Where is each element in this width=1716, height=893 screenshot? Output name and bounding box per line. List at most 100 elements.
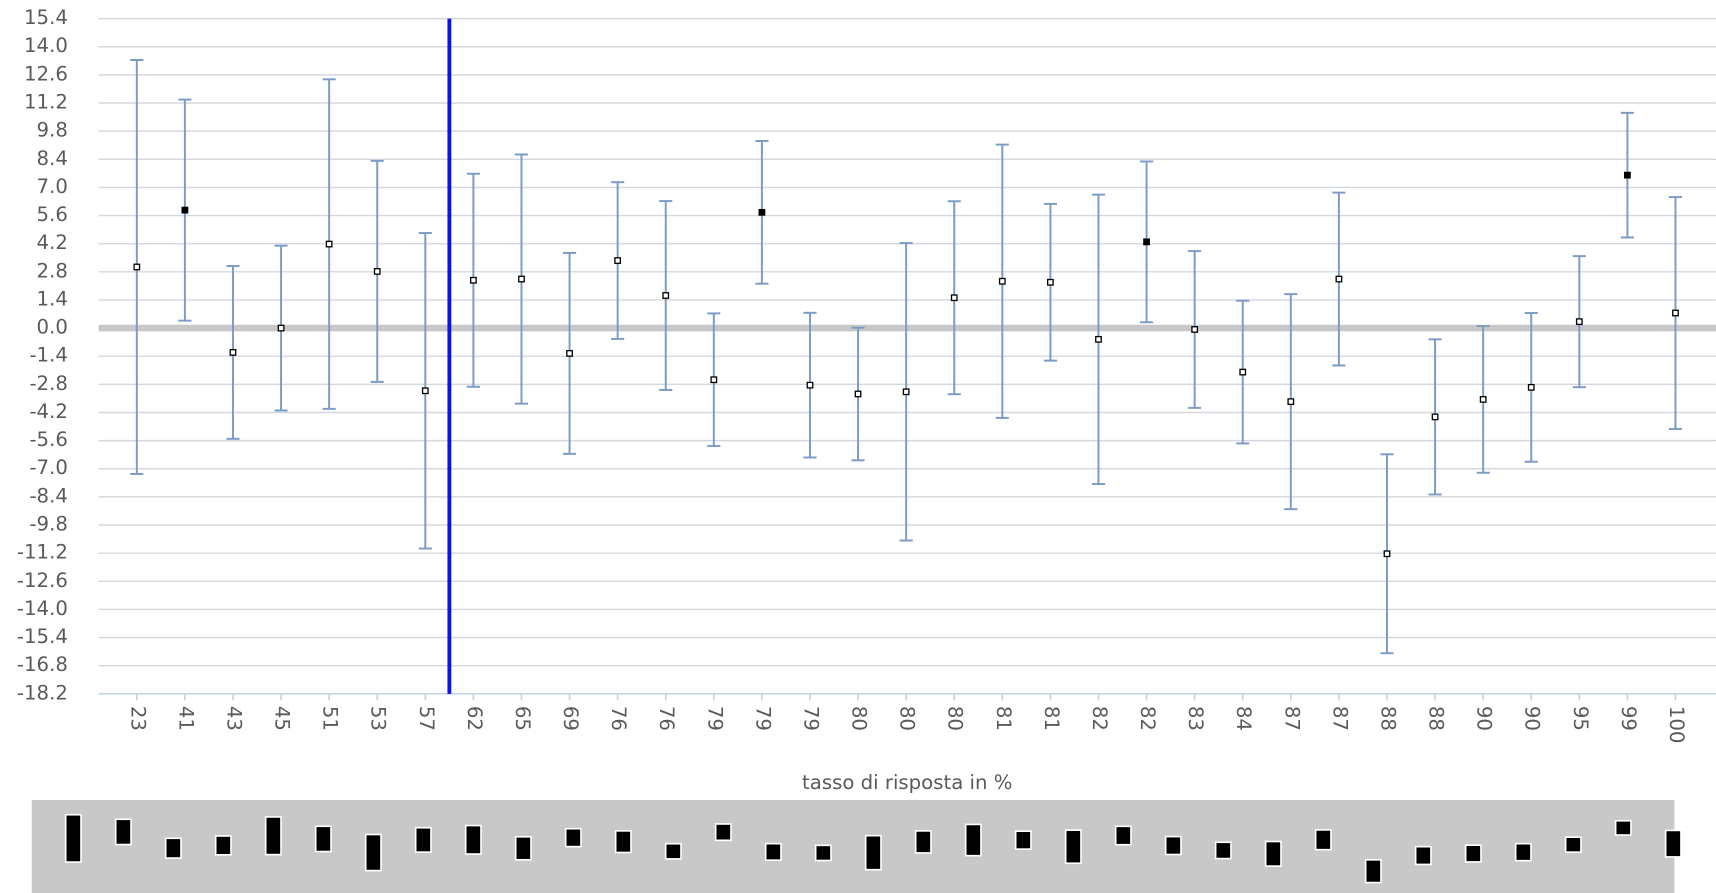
point [1624, 171, 1631, 179]
point [806, 381, 814, 389]
point [662, 292, 670, 299]
overview-bar [1664, 829, 1682, 858]
y-tick-label: -4.2 [29, 400, 67, 423]
point [1431, 413, 1439, 421]
x-tick-label: 87 [1280, 706, 1303, 731]
overview-bar [664, 842, 682, 860]
x-tick-label: 80 [896, 706, 919, 731]
point [1575, 318, 1583, 326]
y-tick-label: 11.2 [24, 91, 68, 114]
y-tick-label: 4.2 [37, 231, 68, 254]
x-tick-label: 62 [463, 706, 486, 731]
overview-bar [614, 830, 632, 854]
overview-bar [1314, 829, 1332, 851]
x-tick-label: 87 [1328, 706, 1351, 731]
x-tick-label: 95 [1569, 706, 1592, 731]
point [325, 240, 333, 248]
x-tick-label: 99 [1617, 706, 1640, 731]
point [566, 350, 573, 357]
x-tick-label: 80 [944, 706, 967, 731]
x-tick-label: 88 [1376, 706, 1399, 731]
x-tick-label: 80 [848, 706, 871, 731]
overview-bar [164, 837, 182, 859]
x-tick-label: 79 [751, 706, 774, 731]
x-tick-label: 83 [1184, 706, 1207, 731]
x-axis-label: tasso di risposta in % [802, 771, 1012, 794]
x-tick-label: 100 [1665, 706, 1688, 744]
y-tick-label: 8.4 [37, 147, 68, 170]
x-tick-label: 76 [655, 706, 678, 731]
y-tick-label: -18.2 [17, 681, 68, 704]
x-tick-label: 82 [1088, 706, 1111, 731]
y-tick-label: -14.0 [17, 597, 68, 620]
point [1095, 335, 1102, 343]
x-tick-label: 90 [1473, 706, 1496, 731]
point [1335, 275, 1343, 283]
point [950, 294, 958, 302]
point [229, 349, 237, 356]
overview-bar [1364, 859, 1382, 884]
point [854, 390, 862, 398]
overview-bar [214, 835, 232, 856]
x-tick-label: 43 [222, 706, 245, 731]
point [1191, 326, 1199, 333]
point [998, 277, 1006, 285]
x-tick-label: 65 [511, 706, 534, 731]
overview-bar [714, 823, 732, 842]
overview-bar [114, 818, 132, 846]
x-tick-label: 45 [271, 706, 294, 731]
point [1672, 309, 1679, 317]
point [1527, 383, 1535, 391]
point [1479, 396, 1487, 403]
point [902, 388, 910, 396]
y-tick-label: 12.6 [24, 62, 68, 85]
y-tick-label: 1.4 [37, 287, 68, 310]
point [373, 268, 381, 275]
y-tick-label: -8.4 [29, 484, 67, 507]
overview-bar [564, 827, 582, 848]
x-tick-label: 69 [559, 706, 582, 731]
y-tick-label: 7.0 [37, 175, 68, 198]
x-tick-label: 88 [1425, 706, 1448, 731]
overview-bar [64, 813, 82, 863]
overview-bar [1214, 841, 1232, 860]
y-tick-label: 15.4 [24, 6, 68, 29]
overview-bar [914, 830, 932, 854]
overview-bar [1464, 844, 1482, 863]
x-tick-label: 51 [319, 706, 342, 731]
overview-bar [1264, 840, 1282, 867]
overview-bar [414, 826, 432, 853]
y-tick-label: -2.8 [29, 372, 67, 395]
y-tick-label: -5.6 [29, 428, 67, 451]
y-tick-label: 14.0 [24, 34, 68, 57]
overview-bar [1614, 819, 1632, 836]
overview-bar [364, 833, 382, 872]
overview-bar [1514, 842, 1532, 862]
overview-bar [1564, 836, 1582, 853]
y-tick-label: -1.4 [29, 344, 67, 367]
point [421, 387, 429, 395]
point [518, 275, 525, 283]
x-tick-label: 84 [1232, 706, 1255, 731]
x-tick-label: 81 [1040, 706, 1063, 731]
overview-bar [864, 834, 882, 871]
point [1143, 238, 1150, 246]
overview-bar [464, 824, 482, 855]
overview-bar [1014, 830, 1032, 850]
overview-bar [1164, 835, 1182, 856]
x-tick-label: 81 [992, 706, 1015, 731]
overview-strip [31, 799, 1675, 893]
y-tick-label: 2.8 [37, 259, 68, 282]
overview-bar [514, 835, 532, 861]
overview-bar [1414, 845, 1432, 866]
x-tick-label: 41 [174, 706, 197, 731]
overview-bar [964, 823, 982, 857]
point [277, 324, 285, 332]
overview-bar [264, 816, 282, 856]
overview-bar [1114, 825, 1132, 846]
point [1287, 398, 1295, 406]
y-tick-label: 5.6 [37, 203, 68, 226]
y-tick-label: 9.8 [37, 119, 68, 142]
point [710, 376, 718, 384]
